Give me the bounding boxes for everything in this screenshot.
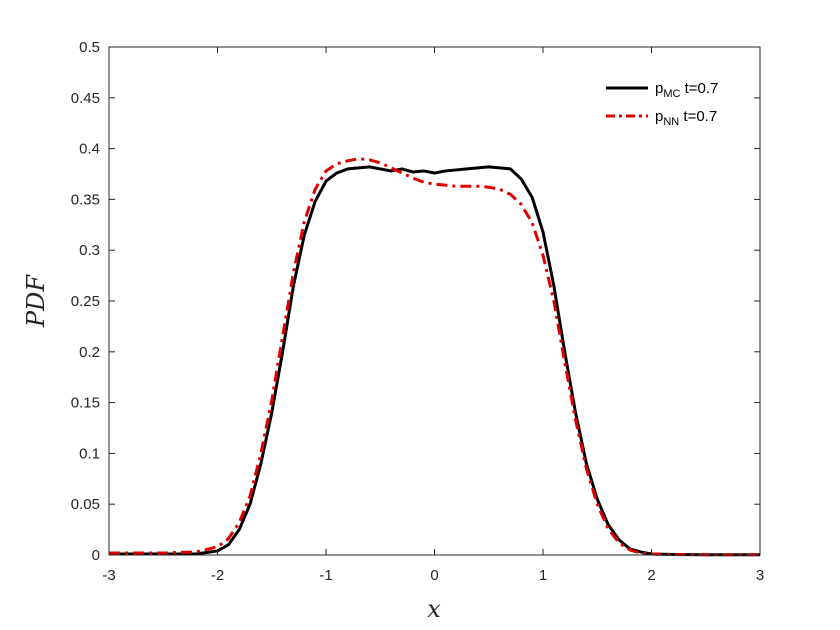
series-line-nn [109, 157, 760, 557]
x-tick-label: 1 [539, 567, 547, 584]
y-tick-label: 0 [92, 547, 100, 564]
x-tick-label: -3 [102, 567, 115, 584]
y-tick-label: 0.45 [71, 90, 100, 107]
x-tick-label: -1 [319, 567, 332, 584]
y-tick-label: 0.2 [79, 344, 100, 361]
x-axis-title: x [427, 595, 441, 623]
y-axis-ticks: 0 0.05 0.1 0.15 0.2 0.25 0.3 0.35 0.4 0.45 0.5 [71, 39, 760, 564]
x-tick-label: 2 [647, 567, 655, 584]
y-tick-label: 0.5 [79, 39, 100, 56]
y-tick-label: 0.3 [79, 242, 100, 259]
series-line-mc [109, 165, 760, 557]
y-tick-label: 0.35 [71, 191, 100, 208]
legend-box [598, 66, 750, 132]
x-tick-label: 0 [430, 567, 438, 584]
legend-entry-nn: pNN t=0.7 [655, 108, 717, 128]
series-layer [109, 157, 760, 557]
legend: pMC t=0.7 pNN t=0.7 [598, 66, 750, 132]
y-axis-title: PDF [22, 274, 50, 328]
x-tick-label: 3 [756, 567, 764, 584]
legend-entry-mc: pMC t=0.7 [655, 80, 718, 100]
y-tick-label: 0.1 [79, 445, 100, 462]
y-tick-label: 0.05 [71, 496, 100, 513]
x-axis-ticks: -3 -2 -1 0 1 2 3 [102, 47, 764, 584]
x-tick-label: -2 [211, 567, 224, 584]
y-tick-label: 0.25 [71, 293, 100, 310]
y-tick-label: 0.4 [79, 141, 100, 158]
y-tick-label: 0.15 [71, 395, 100, 412]
